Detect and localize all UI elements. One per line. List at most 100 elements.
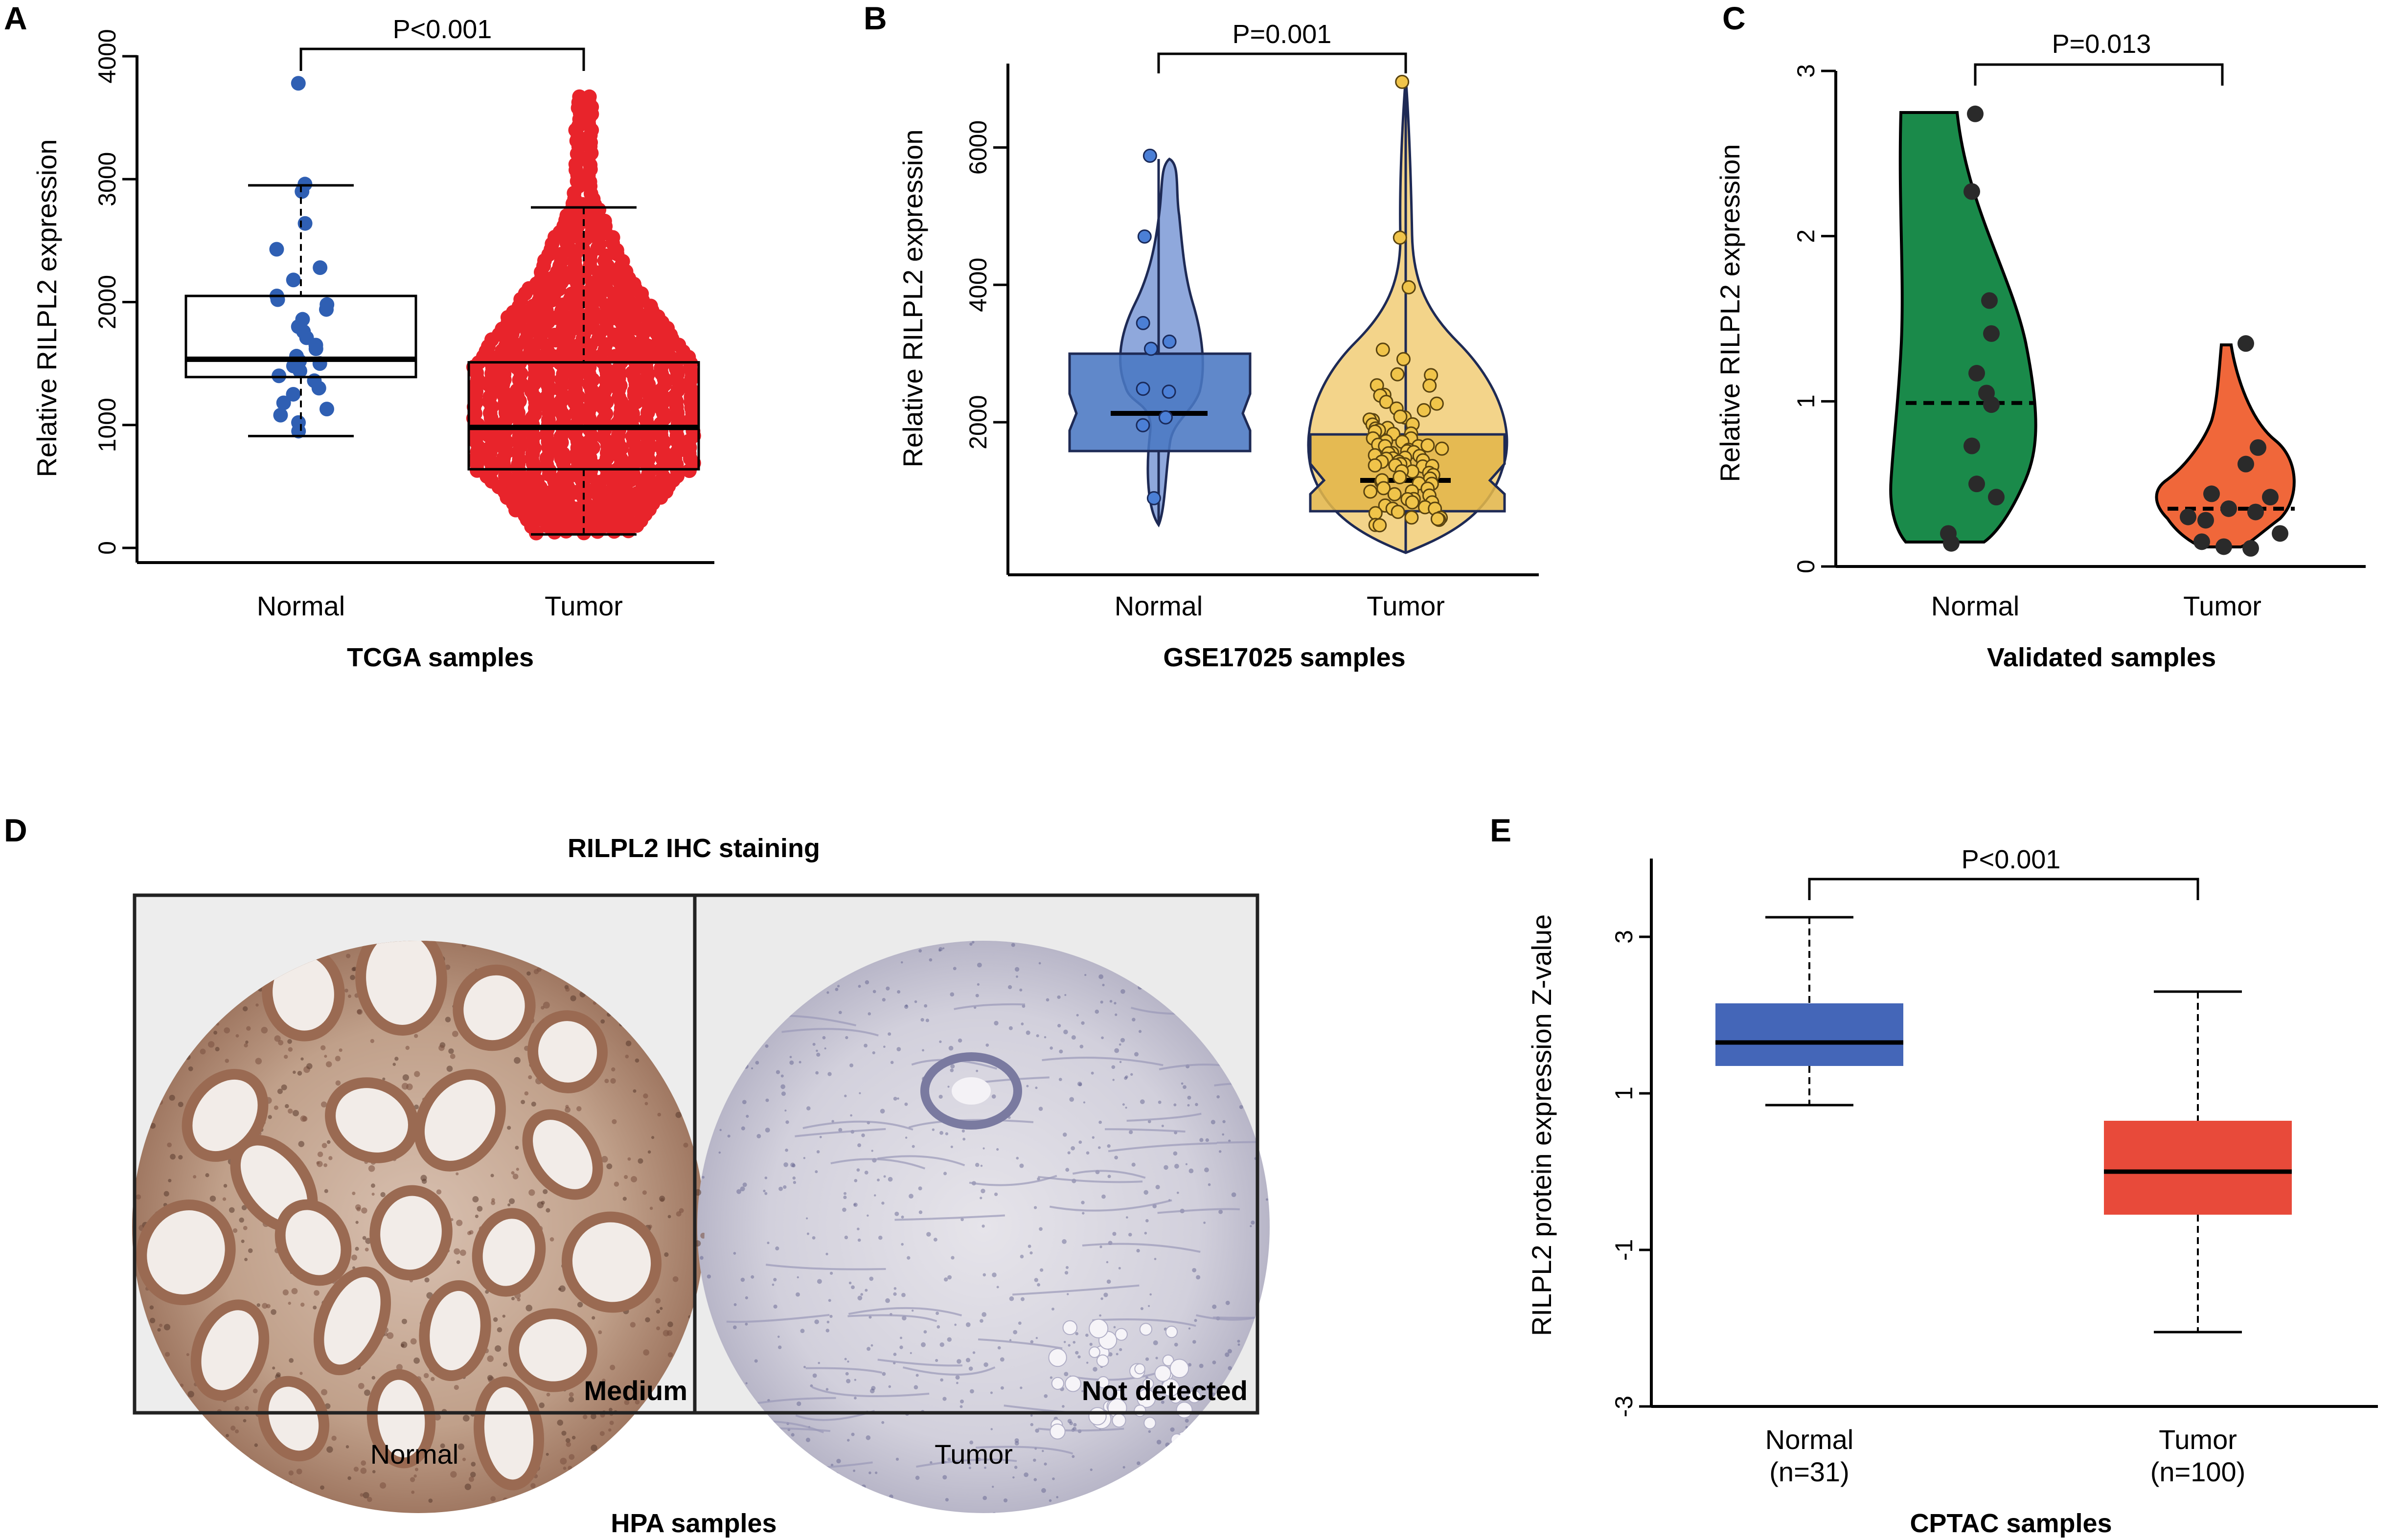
tumor-nucleus — [866, 1435, 871, 1440]
normal-nucleus — [396, 1364, 403, 1371]
normal-nucleus — [569, 1392, 574, 1397]
tumor-stroma-fiber — [1257, 1477, 1270, 1491]
normal-nucleus — [525, 1304, 533, 1312]
normal-nucleus — [445, 964, 451, 970]
tumor-nucleus — [1039, 1227, 1043, 1231]
normal-nucleus — [328, 1499, 335, 1505]
panel-e-x-count-normal: (n=31) — [1769, 1456, 1849, 1487]
tumor-nucleus — [811, 1480, 815, 1484]
normal-nucleus — [679, 1501, 683, 1505]
normal-nucleus — [652, 1422, 659, 1428]
normal-nucleus — [213, 1030, 218, 1035]
panel-a-normal-point — [291, 76, 306, 91]
normal-nucleus — [244, 1258, 248, 1262]
tumor-nucleus — [1225, 1300, 1230, 1305]
panel-a-y-tick-label-0: 0 — [93, 541, 121, 555]
tumor-nucleus — [1050, 1046, 1053, 1050]
tumor-nucleus — [1237, 1343, 1240, 1346]
panel-b-y-title: Relative RILPL2 expression — [897, 129, 928, 467]
normal-nucleus — [405, 1045, 410, 1050]
normal-nucleus — [188, 1066, 193, 1071]
tumor-nucleus — [767, 1242, 770, 1245]
tumor-nucleus — [1071, 1035, 1076, 1040]
tumor-stroma-fiber — [1042, 1057, 1164, 1066]
tumor-nucleus — [816, 1150, 820, 1154]
panel-a-normal-point — [291, 424, 306, 439]
tumor-nucleus — [1042, 1449, 1044, 1452]
tumor-nucleus — [847, 1483, 852, 1488]
normal-nucleus — [414, 1104, 419, 1110]
normal-nucleus — [424, 1277, 430, 1283]
tumor-nucleus — [904, 1004, 909, 1009]
panel-c-normal-point — [1967, 105, 1984, 122]
tumor-nucleus — [1033, 1478, 1037, 1481]
panel-c-tumor-point — [2237, 455, 2254, 473]
tumor-nucleus — [990, 1428, 993, 1430]
normal-nucleus — [675, 1111, 682, 1118]
tumor-nucleus — [997, 1346, 1001, 1350]
normal-nucleus — [351, 1254, 358, 1261]
tumor-nucleus — [1170, 1427, 1175, 1432]
tumor-nucleus — [880, 1109, 885, 1114]
panel-c-normal-point — [1968, 364, 1985, 382]
normal-nucleus — [614, 1490, 618, 1495]
panel-b-tumor-point — [1393, 409, 1408, 424]
tumor-nucleus — [1173, 1103, 1177, 1107]
tumor-nucleus — [1021, 1022, 1024, 1025]
tumor-nucleus — [767, 1446, 772, 1451]
panel-b-tumor-point — [1391, 504, 1405, 519]
tumor-adipocyte — [1051, 1377, 1065, 1390]
tumor-nucleus — [947, 1275, 952, 1280]
panel-a-normal-point — [295, 184, 310, 199]
panel-b-tumor-point — [1390, 367, 1405, 382]
tumor-nucleus — [742, 1100, 747, 1105]
normal-nucleus — [261, 1027, 268, 1034]
tumor-nucleus — [947, 1457, 951, 1461]
panel-b-normal-point — [1162, 385, 1176, 399]
normal-gland-lumen — [424, 1080, 496, 1161]
tumor-nucleus — [719, 1129, 722, 1132]
tumor-nucleus — [1059, 1049, 1063, 1054]
tumor-nucleus — [815, 1071, 819, 1075]
tumor-nucleus — [907, 1256, 911, 1260]
tumor-nucleus — [1019, 1163, 1024, 1168]
normal-nucleus — [320, 1485, 324, 1490]
tumor-nucleus — [1079, 1044, 1084, 1049]
tumor-nucleus — [870, 1344, 873, 1347]
tumor-nucleus — [901, 1243, 904, 1246]
tumor-nucleus — [754, 1359, 758, 1363]
tumor-stroma-fiber — [1012, 1284, 1140, 1296]
panel-c-significance-bracket — [1974, 63, 2224, 86]
panel-c-y-title: Relative RILPL2 expression — [1714, 144, 1745, 482]
tumor-nucleus — [800, 1329, 805, 1334]
tumor-nucleus — [882, 1372, 886, 1376]
normal-nucleus — [672, 1276, 679, 1282]
tumor-nucleus — [939, 1342, 944, 1347]
tumor-nucleus — [812, 1042, 816, 1046]
tumor-nucleus — [865, 1289, 868, 1292]
normal-nucleus — [431, 1377, 435, 1381]
panel-e-y-tick-label-2: 1 — [1610, 1087, 1638, 1100]
panel-b-y-tick-label-0: 2000 — [964, 395, 992, 450]
tumor-nucleus — [1187, 1363, 1192, 1367]
tumor-nucleus — [797, 1401, 801, 1406]
tumor-nucleus — [785, 1148, 788, 1152]
tumor-nucleus — [922, 1049, 924, 1052]
tumor-nucleus — [748, 1433, 753, 1439]
normal-nucleus — [454, 1248, 460, 1255]
normal-nucleus — [528, 1075, 532, 1080]
tumor-nucleus — [1064, 994, 1067, 996]
normal-nucleus — [170, 1154, 176, 1160]
tumor-nucleus — [950, 1068, 954, 1072]
panel-a-box-0 — [184, 294, 417, 379]
normal-nucleus — [652, 1437, 659, 1444]
tumor-nucleus — [965, 1322, 971, 1327]
normal-nucleus — [457, 1443, 464, 1450]
normal-nucleus — [507, 1203, 511, 1206]
tumor-nucleus — [1216, 1095, 1220, 1099]
tumor-nucleus — [745, 1491, 750, 1496]
tumor-nucleus — [1228, 1503, 1232, 1506]
panel-b-normal-point — [1137, 229, 1152, 244]
normal-nucleus — [604, 1079, 609, 1084]
tumor-stroma-fiber — [765, 1264, 886, 1270]
